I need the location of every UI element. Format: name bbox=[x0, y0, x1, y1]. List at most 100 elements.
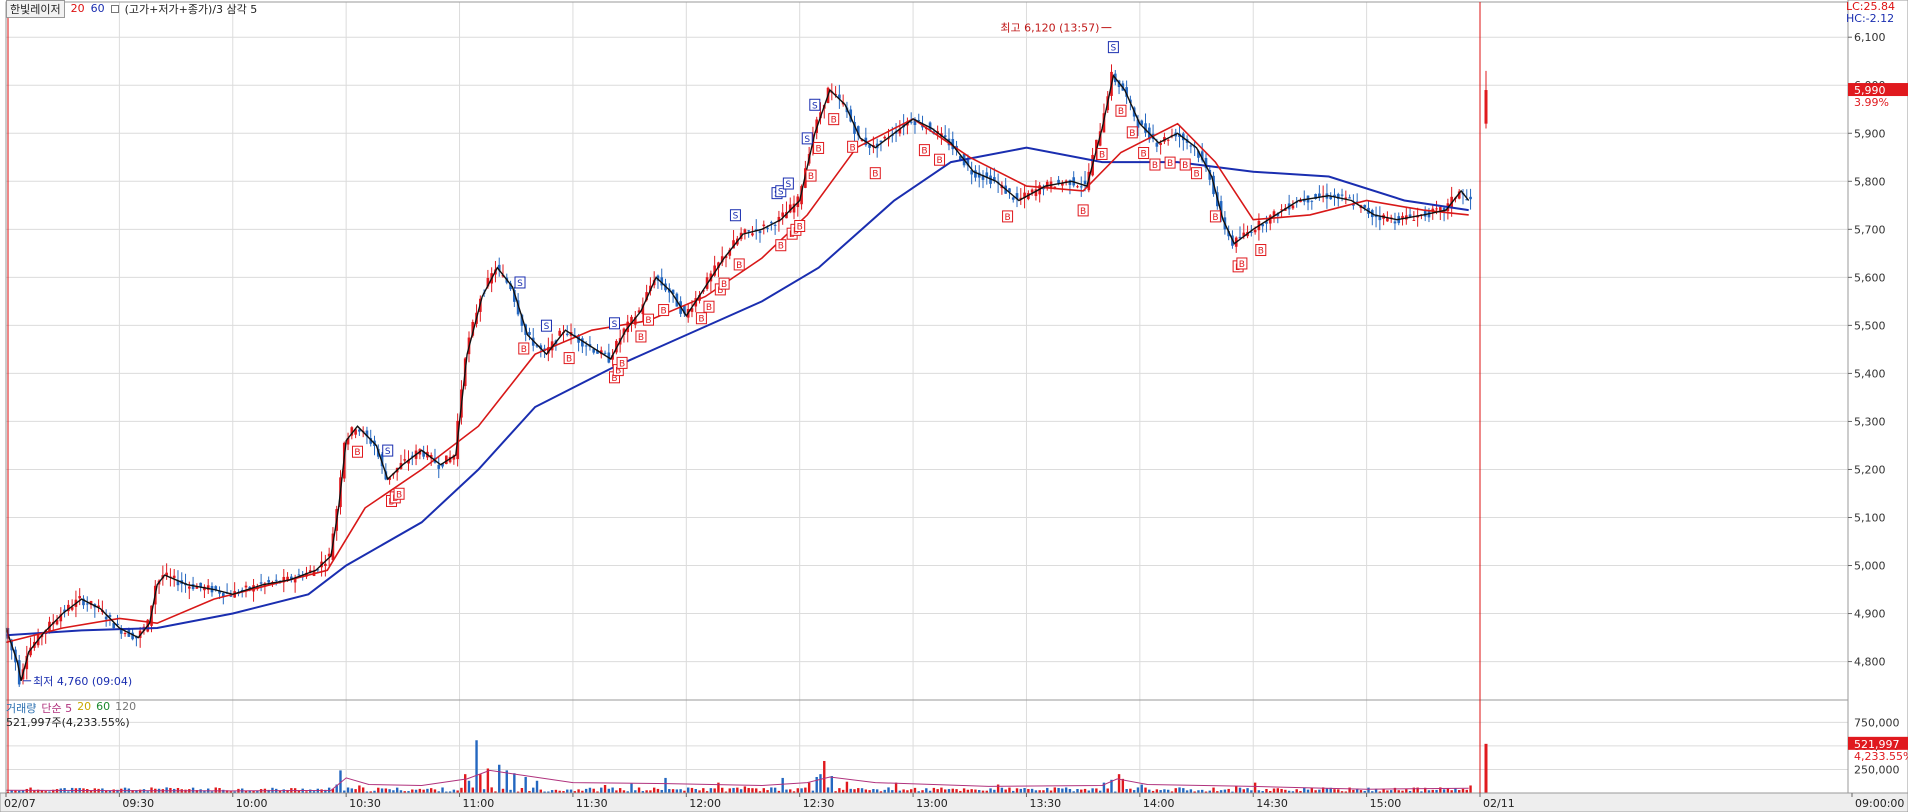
candle-body bbox=[732, 240, 735, 249]
candle-body bbox=[758, 230, 762, 234]
candle-body bbox=[717, 262, 720, 268]
candle-body bbox=[67, 604, 70, 612]
volume-bar bbox=[52, 789, 55, 793]
volume-bar bbox=[1303, 787, 1306, 793]
price-tick-label: 5,300 bbox=[1854, 415, 1886, 428]
ma-short-line bbox=[5, 117, 1469, 644]
volume-bar bbox=[1272, 788, 1276, 793]
candle-body bbox=[1363, 204, 1367, 208]
buy-signal-marker: B bbox=[718, 277, 730, 290]
signal-letter: B bbox=[736, 261, 742, 271]
candle-body bbox=[108, 615, 112, 618]
volume-bar bbox=[959, 790, 962, 793]
volume-bar bbox=[1000, 787, 1004, 793]
candle-body bbox=[290, 576, 293, 580]
sell-signal-marker: S bbox=[729, 209, 741, 222]
volume-bar bbox=[377, 787, 380, 793]
stock-name-box[interactable]: 한빛레이저 bbox=[6, 0, 65, 18]
candle-body bbox=[1261, 224, 1265, 227]
volume-bar bbox=[475, 740, 478, 793]
volume-bar bbox=[709, 788, 713, 793]
volume-bar bbox=[1023, 788, 1026, 793]
buy-signal-marker: B bbox=[869, 167, 881, 180]
volume-bar bbox=[675, 789, 679, 793]
volume-bar bbox=[577, 789, 580, 793]
signal-letter: B bbox=[850, 143, 856, 153]
right-axis-panel bbox=[1847, 0, 1908, 794]
volume-bar bbox=[1102, 782, 1106, 793]
candle-body bbox=[989, 175, 992, 184]
volume-bar bbox=[1355, 788, 1359, 793]
candle-body bbox=[1064, 180, 1068, 182]
buy-signal-marker: B bbox=[616, 356, 628, 369]
volume-bar bbox=[1261, 791, 1264, 793]
candle-body bbox=[981, 175, 985, 180]
candle-body bbox=[754, 229, 758, 231]
volume-bar bbox=[1038, 790, 1041, 793]
volume-bar bbox=[354, 789, 357, 793]
candle-body bbox=[1265, 221, 1268, 224]
volume-bar bbox=[112, 789, 115, 793]
signal-letter: S bbox=[544, 322, 550, 332]
buy-signal-marker: B bbox=[847, 140, 859, 153]
candle-body bbox=[63, 609, 66, 613]
volume-bar bbox=[1117, 774, 1121, 793]
candle-body bbox=[1348, 197, 1351, 199]
volume-header: 거래량 단순 5 20 60 120 bbox=[6, 700, 136, 716]
volume-bar bbox=[1151, 790, 1155, 793]
volume-bar bbox=[138, 789, 142, 793]
high-annotation: 최고 6,120 (13:57) bbox=[1000, 22, 1099, 35]
volume-bar bbox=[278, 790, 282, 793]
candle-body bbox=[104, 616, 108, 620]
candle-body bbox=[282, 576, 286, 583]
volume-bar bbox=[1049, 790, 1053, 793]
current-volume-box bbox=[1848, 736, 1908, 750]
volume-bar bbox=[1121, 778, 1125, 793]
volume-bar bbox=[460, 787, 463, 793]
volume-bar bbox=[1442, 789, 1446, 793]
volume-bar bbox=[448, 791, 452, 793]
candle-body bbox=[630, 316, 633, 324]
volume-bar bbox=[883, 789, 886, 793]
volume-bar bbox=[777, 790, 781, 793]
volume-bar bbox=[947, 789, 951, 793]
time-tick-label: 12:00 bbox=[689, 797, 721, 810]
volume-bar bbox=[1197, 790, 1200, 793]
volume-bar bbox=[936, 789, 939, 793]
buy-signal-marker: B bbox=[828, 113, 840, 126]
volume-bar bbox=[588, 787, 592, 793]
volume-bar bbox=[1461, 788, 1465, 793]
volume-bar bbox=[758, 791, 762, 793]
candle-body bbox=[528, 332, 531, 335]
signal-box bbox=[1077, 204, 1089, 217]
signal-letter: B bbox=[1193, 170, 1199, 180]
volume-bar bbox=[679, 789, 682, 793]
price-tick-label: 5,600 bbox=[1854, 271, 1886, 284]
volume-bar bbox=[660, 789, 663, 793]
candle-body bbox=[1208, 170, 1212, 180]
signal-box bbox=[733, 258, 745, 271]
volume-bar bbox=[1185, 790, 1189, 793]
volume-bar bbox=[736, 787, 739, 793]
candle-body bbox=[917, 119, 921, 121]
candle-body bbox=[633, 317, 637, 325]
volume-bar bbox=[1174, 788, 1177, 793]
volume-bar bbox=[104, 790, 108, 793]
volume-bar bbox=[1291, 791, 1295, 793]
volume-bar bbox=[652, 787, 656, 793]
volume-bar bbox=[55, 789, 59, 793]
volume-bar bbox=[464, 774, 467, 793]
ma-long-period: 60 bbox=[90, 2, 105, 15]
candle-body bbox=[195, 586, 199, 589]
volume-bar bbox=[1012, 790, 1015, 793]
volume-bar bbox=[1219, 790, 1223, 793]
volume-bar bbox=[615, 790, 618, 793]
candle-body bbox=[879, 140, 883, 143]
volume-bar bbox=[1148, 789, 1151, 793]
volume-bar bbox=[203, 790, 206, 793]
signal-letter: B bbox=[611, 374, 617, 384]
volume-bar bbox=[1295, 789, 1298, 793]
volume-bar bbox=[547, 791, 550, 793]
volume-bar bbox=[1132, 790, 1136, 793]
